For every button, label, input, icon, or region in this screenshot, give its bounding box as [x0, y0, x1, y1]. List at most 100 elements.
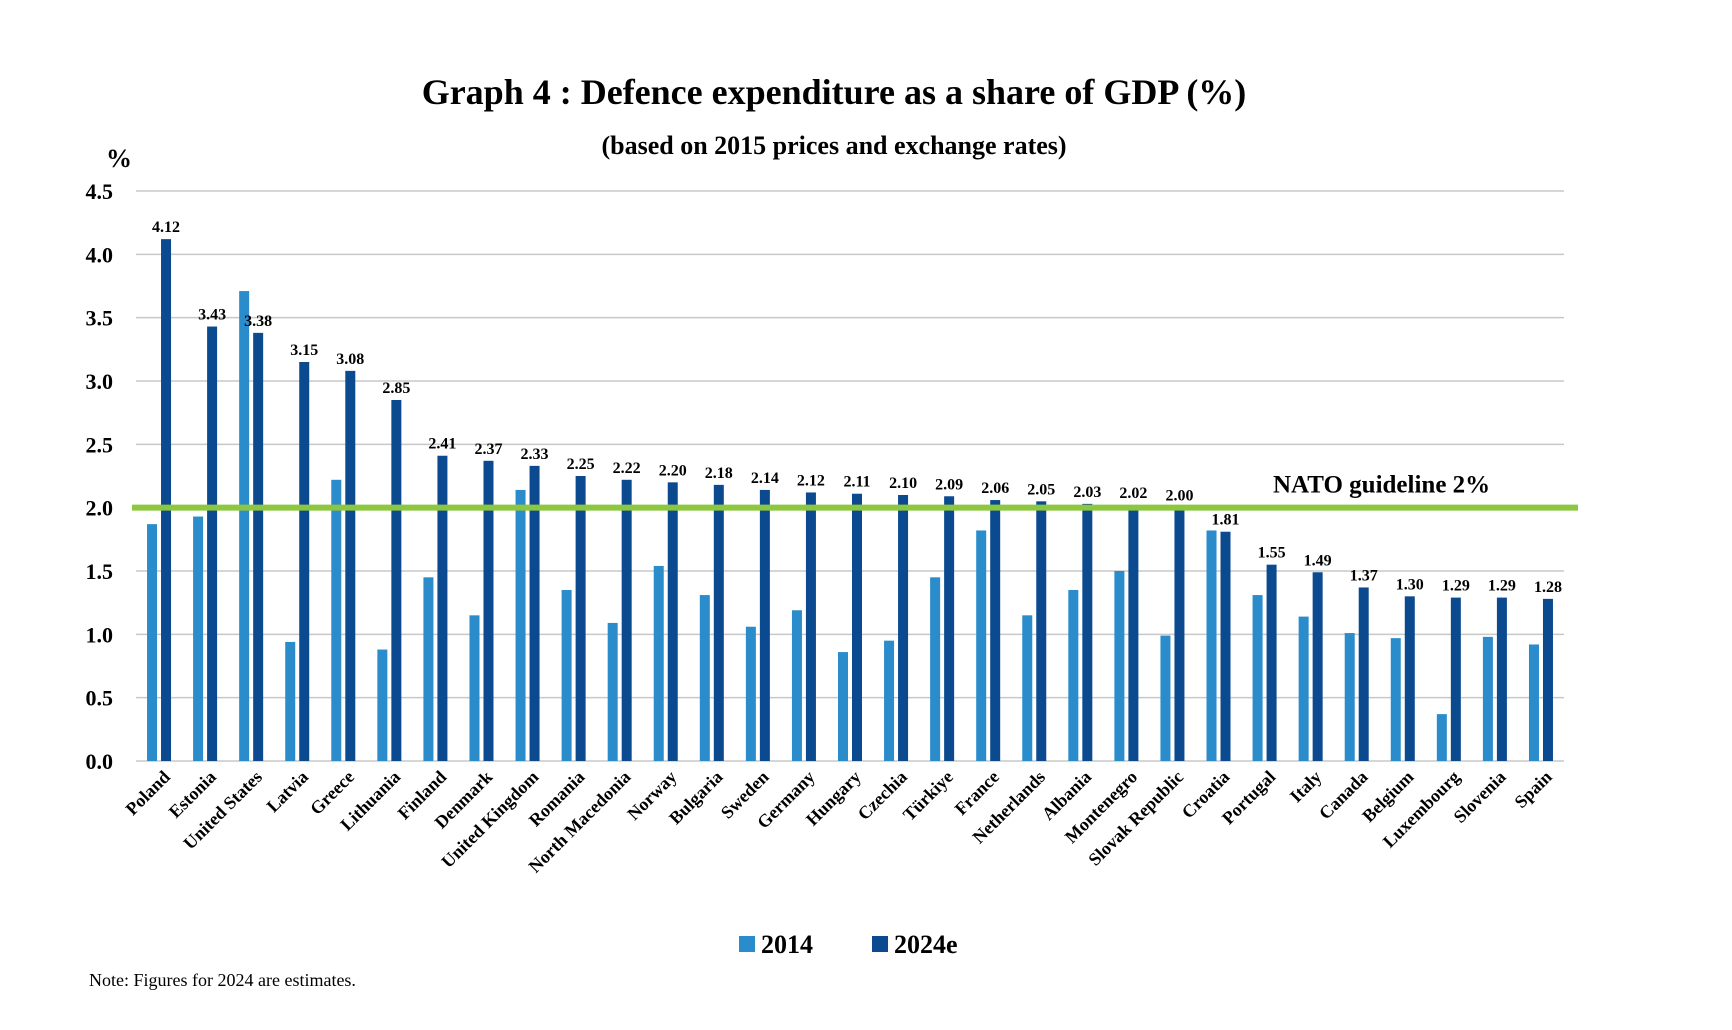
bar-2024e	[483, 460, 494, 761]
bar-2014	[1252, 595, 1263, 761]
y-tick-label: 0.0	[86, 749, 114, 774]
bar-2024e	[1450, 597, 1461, 761]
data-label-2024e: 1.37	[1350, 567, 1378, 584]
bar-2024e	[852, 493, 862, 761]
nato-guideline: NATO guideline 2%	[132, 472, 1578, 511]
y-tick-label: 3.0	[86, 369, 114, 394]
data-label-2024e: 2.85	[382, 380, 410, 397]
bar-2024e	[621, 479, 632, 761]
data-label-2024e: 2.10	[889, 475, 917, 492]
bar-2014	[1114, 571, 1125, 761]
x-tick-label: Italy	[1286, 767, 1326, 807]
bar-2014	[561, 590, 572, 761]
legend-swatch-2024e	[872, 936, 888, 952]
y-axis-unit-label: %	[106, 144, 132, 173]
bar-2014	[515, 489, 526, 761]
data-label-2024e: 1.49	[1304, 552, 1332, 569]
bar-2014	[1528, 644, 1539, 761]
data-label-2024e: 2.33	[521, 446, 549, 463]
bar-2014	[1068, 590, 1079, 761]
bar-2014	[377, 649, 388, 761]
data-label-2024e: 3.15	[290, 342, 318, 359]
bar-2014	[1298, 616, 1309, 761]
data-label-2024e: 2.02	[1119, 485, 1147, 502]
bar-2024e	[990, 500, 1001, 761]
bar-2024e	[253, 332, 264, 761]
data-label-2024e: 2.12	[797, 472, 825, 489]
data-label-2024e: 3.38	[244, 313, 272, 330]
bars	[147, 239, 1553, 762]
y-axis-ticks: 0.0 0.5 1.0 1.5 2.0 2.5 3.0 3.5 4.0 4.5	[86, 179, 114, 774]
data-label-2024e: 2.41	[428, 436, 456, 453]
bar-2014	[1390, 638, 1401, 761]
bar-2014	[1482, 636, 1493, 761]
bar-2014	[1160, 635, 1171, 761]
data-label-2024e: 2.03	[1073, 484, 1101, 501]
bar-2024e	[898, 495, 909, 761]
bar-2014	[745, 626, 756, 761]
data-label-2024e: 4.12	[152, 219, 180, 236]
bar-2024e	[1082, 503, 1093, 761]
data-label-2024e: 2.14	[751, 470, 779, 487]
bar-2014	[1022, 615, 1033, 761]
bar-2024e	[299, 362, 310, 761]
bar-2024e	[207, 326, 218, 761]
bar-2014	[1436, 714, 1447, 761]
chart-note: Note: Figures for 2024 are estimates.	[89, 970, 356, 990]
x-tick-label: Türkiye	[899, 767, 957, 825]
data-label-2024e: 1.55	[1258, 545, 1286, 562]
bar-2014	[607, 622, 618, 761]
y-tick-label: 4.0	[86, 242, 114, 267]
bar-2014	[884, 640, 895, 761]
x-tick-label: Czechia	[854, 767, 911, 824]
x-tick-label: Spain	[1511, 767, 1556, 812]
x-tick-label: Latvia	[263, 767, 313, 817]
bar-2024e	[391, 400, 402, 761]
bar-2024e	[345, 370, 356, 761]
data-label-2024e: 2.22	[613, 460, 641, 477]
bar-2014	[653, 565, 664, 761]
bar-2024e	[1036, 501, 1047, 761]
y-tick-label: 0.5	[86, 686, 114, 711]
data-label-2024e: 1.29	[1442, 578, 1470, 595]
bar-2014	[976, 530, 987, 761]
bar-2014	[469, 615, 480, 761]
y-tick-label: 2.5	[86, 432, 114, 457]
legend: 2014 2024e	[739, 930, 958, 959]
bar-2014	[331, 479, 342, 761]
bar-2014	[699, 595, 710, 761]
data-label-2024e: 2.00	[1165, 488, 1193, 505]
bar-2024e	[1174, 507, 1185, 761]
data-label-2024e: 1.30	[1396, 576, 1424, 593]
bar-2024e	[1496, 597, 1507, 761]
bar-2024e	[713, 484, 724, 761]
data-label-2024e: 1.28	[1534, 579, 1562, 596]
data-label-2024e: 2.06	[981, 480, 1009, 497]
bar-2024e	[1542, 598, 1553, 761]
bar-2014	[239, 291, 250, 761]
nato-guideline-label: NATO guideline 2%	[1273, 472, 1490, 499]
chart-title: Graph 4 : Defence expenditure as a share…	[422, 72, 1247, 112]
data-label-2024e: 2.37	[474, 441, 502, 458]
bar-2014	[1206, 530, 1217, 761]
x-tick-label: Poland	[122, 767, 174, 819]
legend-label-2024e: 2024e	[894, 930, 958, 959]
data-label-2024e: 2.09	[935, 476, 963, 493]
bar-2024e	[1358, 587, 1369, 761]
bar-2024e	[1220, 531, 1231, 761]
data-label-2024e: 2.18	[705, 465, 733, 482]
bar-2024e	[1404, 596, 1415, 761]
chart-subtitle: (based on 2015 prices and exchange rates…	[601, 131, 1066, 160]
y-tick-label: 4.5	[86, 179, 114, 204]
data-label-2024e: 2.25	[567, 456, 595, 473]
bar-2024e	[575, 476, 586, 761]
bar-2014	[838, 652, 848, 761]
bar-2024e	[1128, 505, 1139, 761]
y-tick-label: 1.5	[86, 559, 114, 584]
bar-2024e	[759, 489, 770, 761]
data-label-2024e: 2.05	[1027, 481, 1055, 498]
bar-2024e	[805, 492, 816, 761]
data-label-2024e: 3.08	[336, 351, 364, 368]
